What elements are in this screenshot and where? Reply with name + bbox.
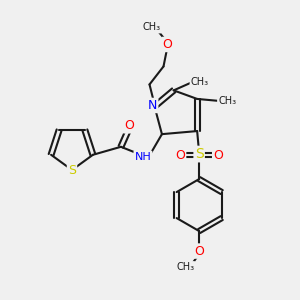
Text: O: O: [163, 38, 172, 51]
Text: O: O: [213, 148, 223, 162]
Text: O: O: [194, 244, 204, 258]
Text: CH₃: CH₃: [218, 96, 236, 106]
Text: CH₃: CH₃: [142, 22, 160, 32]
Text: S: S: [68, 164, 76, 176]
Text: O: O: [175, 148, 185, 162]
Text: S: S: [195, 147, 203, 161]
Text: N: N: [148, 99, 157, 112]
Text: CH₃: CH₃: [176, 262, 194, 272]
Text: O: O: [124, 119, 134, 132]
Text: NH: NH: [134, 152, 151, 162]
Text: CH₃: CH₃: [190, 77, 209, 87]
